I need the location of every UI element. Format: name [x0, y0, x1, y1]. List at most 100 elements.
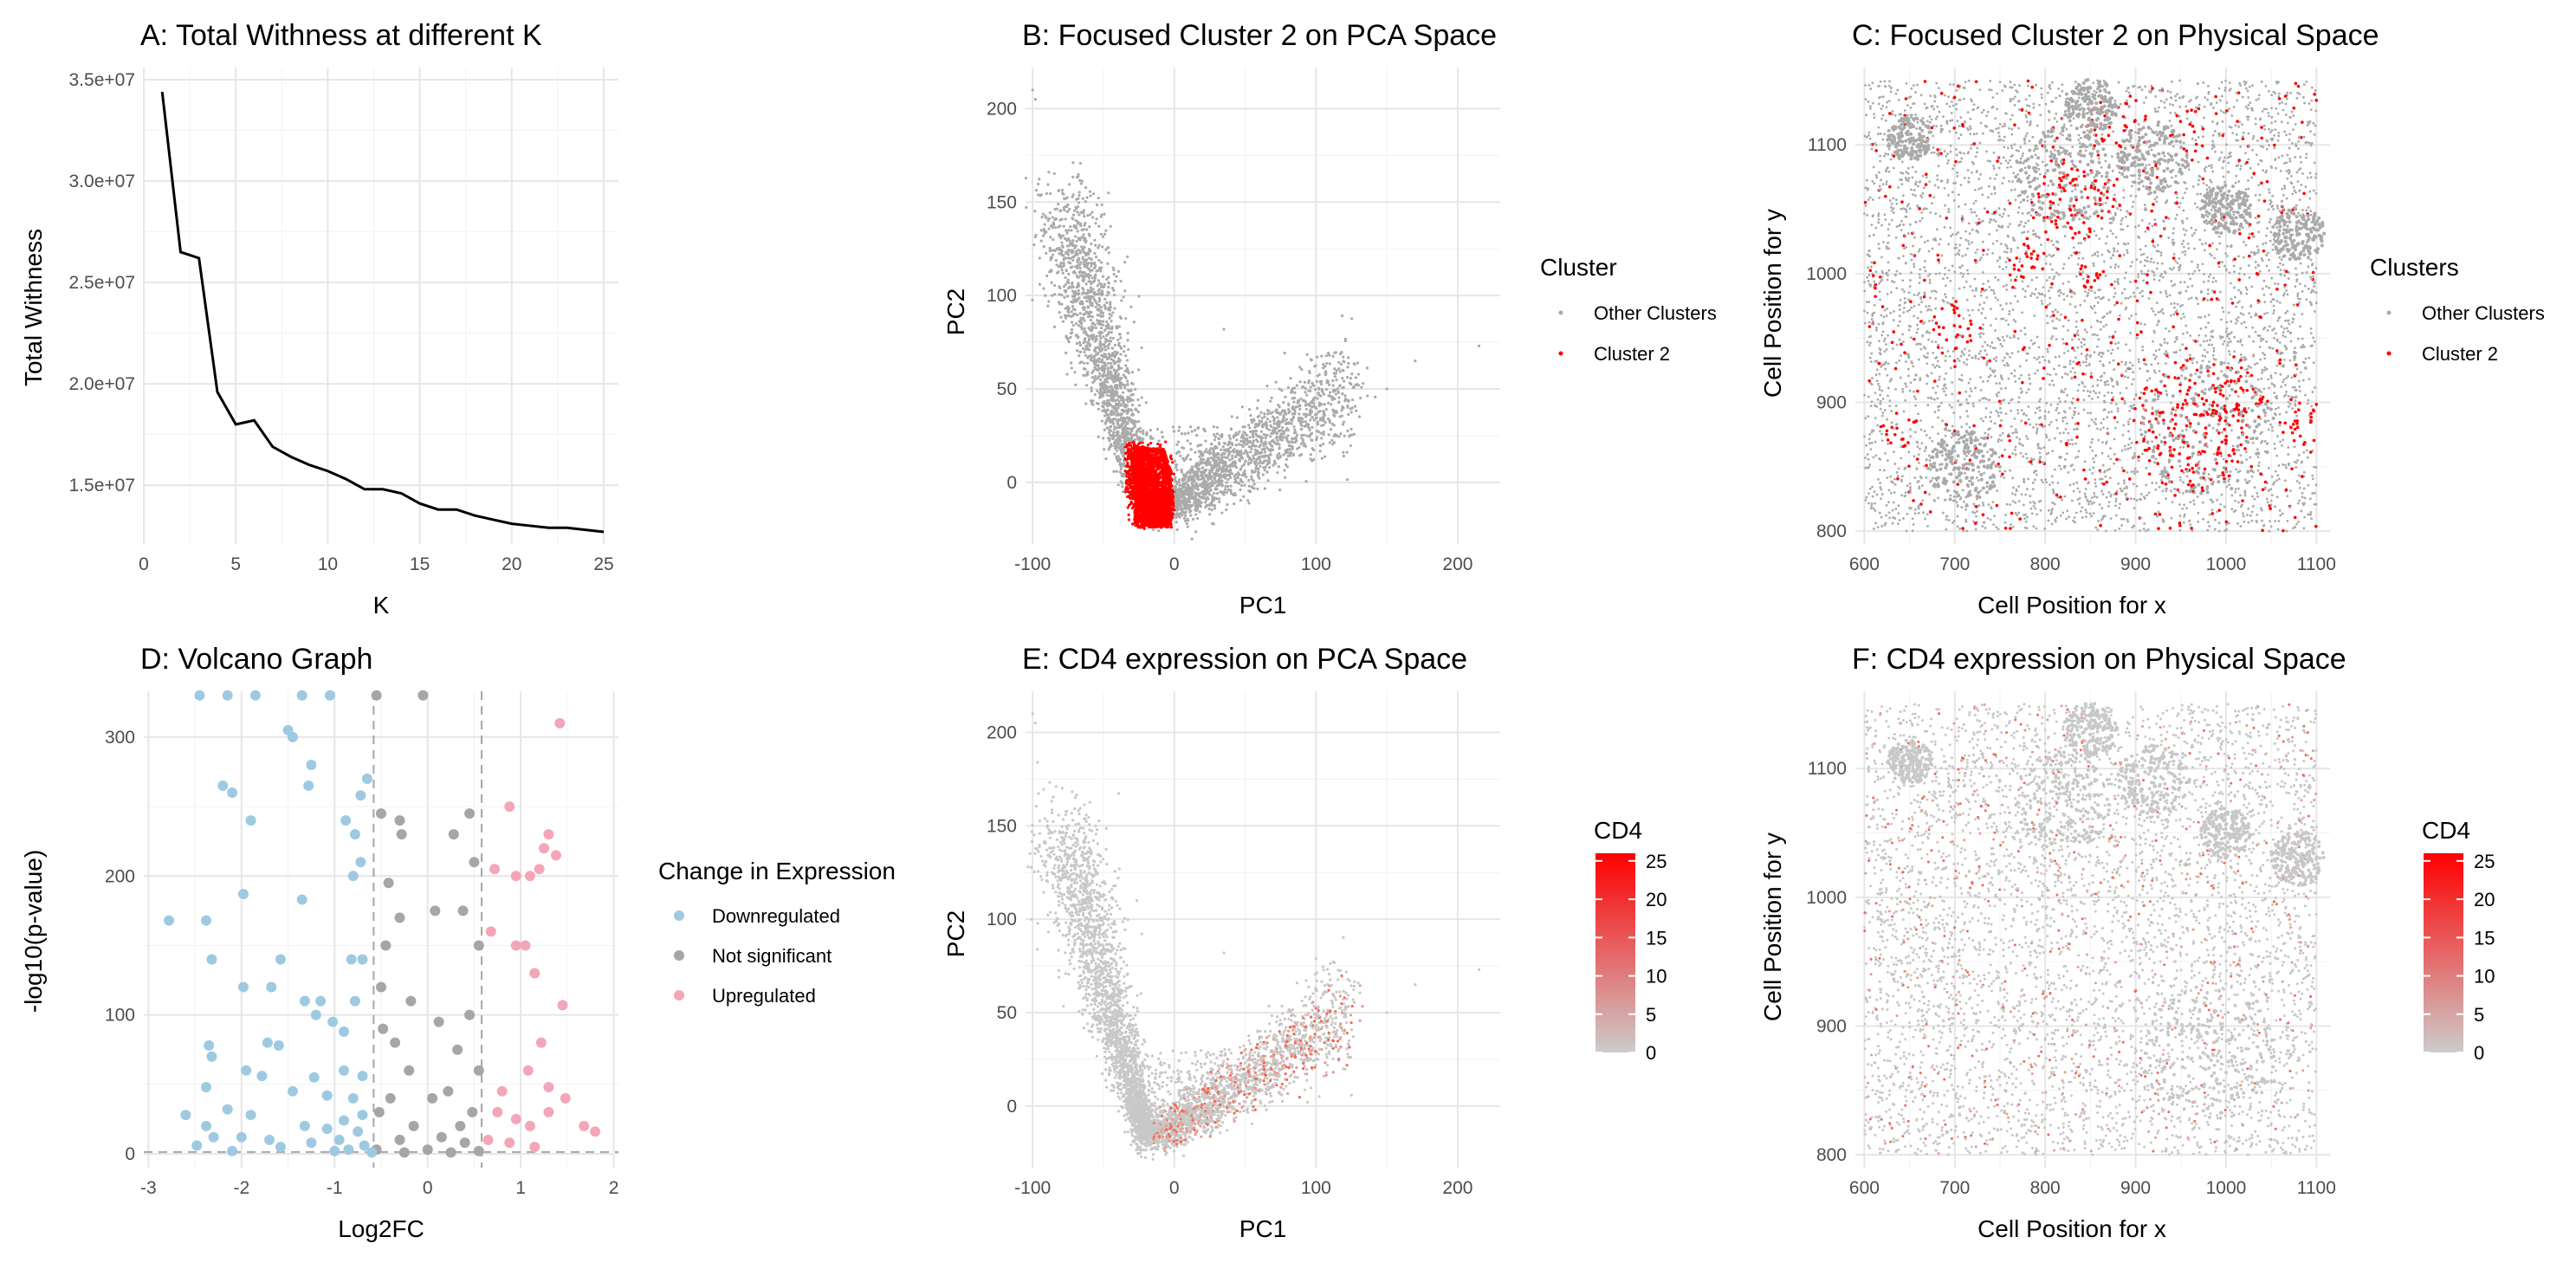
data-point [1091, 276, 1094, 279]
data-point [1175, 499, 1177, 502]
data-point [1366, 366, 1369, 369]
data-point [1106, 294, 1109, 296]
data-point [1186, 518, 1188, 521]
data-point [1101, 289, 1104, 292]
data-point [1096, 389, 1098, 392]
data-point [1333, 352, 1336, 354]
data-point [1346, 376, 1349, 379]
data-point [1189, 495, 1192, 498]
data-point [1140, 347, 1142, 349]
data-point [1091, 216, 1094, 218]
data-point [1233, 475, 1236, 477]
data-point [1090, 319, 1092, 321]
data-point [1110, 366, 1113, 368]
data-point [1278, 422, 1281, 424]
data-point [1189, 425, 1192, 428]
data-point [1233, 502, 1235, 505]
data-point [1096, 378, 1098, 380]
data-point [1194, 513, 1197, 515]
data-point [1366, 394, 1369, 397]
data-point [1092, 334, 1095, 336]
panel-a-title: A: Total Withness at different K [140, 19, 542, 52]
data-point [1077, 335, 1079, 338]
data-point [1205, 460, 1207, 463]
data-point [1116, 398, 1119, 401]
data-point [1083, 224, 1085, 227]
data-point [1129, 469, 1131, 471]
data-point [1337, 401, 1340, 404]
data-point [1306, 353, 1309, 356]
data-point [1318, 405, 1321, 407]
data-point [1123, 350, 1125, 353]
data-point [1340, 409, 1343, 411]
data-point [1195, 434, 1198, 437]
data-point [1312, 385, 1315, 387]
data-point [1344, 338, 1347, 340]
data-point [1261, 425, 1264, 428]
data-point [1335, 392, 1337, 395]
data-point [1097, 279, 1100, 282]
data-point [1335, 379, 1337, 381]
data-point [1124, 317, 1127, 320]
data-point [1181, 446, 1183, 449]
data-point [1218, 437, 1220, 440]
data-point [1100, 344, 1103, 347]
data-point [1104, 338, 1107, 340]
data-point [1202, 428, 1205, 431]
data-point [1073, 210, 1076, 212]
data-point [1063, 225, 1065, 228]
data-point [1067, 340, 1070, 343]
data-point [1335, 410, 1337, 412]
data-point [1119, 336, 1122, 339]
data-point [1072, 298, 1075, 301]
data-point [1111, 437, 1114, 440]
data-point [1084, 327, 1086, 330]
data-point [1218, 501, 1220, 503]
data-point [1194, 491, 1196, 494]
data-point [1084, 330, 1086, 333]
data-point [1126, 398, 1129, 400]
data-point [1078, 263, 1081, 266]
data-point [1307, 403, 1310, 405]
data-point [1219, 434, 1221, 437]
data-point [1100, 204, 1103, 206]
data-point [1039, 256, 1041, 259]
data-point [1133, 438, 1136, 441]
data-point [1201, 482, 1204, 484]
data-point [1090, 354, 1092, 357]
data-point [1084, 259, 1087, 262]
data-point [1067, 279, 1070, 282]
data-point [1102, 275, 1104, 278]
data-point [1290, 444, 1292, 447]
data-point [1072, 286, 1075, 288]
data-point [1104, 389, 1106, 392]
data-point [1124, 364, 1127, 366]
data-point [1233, 451, 1235, 454]
data-point [1110, 326, 1113, 328]
data-point [1337, 396, 1340, 398]
data-point [1123, 457, 1126, 460]
data-point [1108, 431, 1110, 434]
data-point [1264, 450, 1266, 453]
data-point [1293, 392, 1296, 394]
data-point [1298, 446, 1300, 449]
data-point [1319, 417, 1322, 419]
data-point [1111, 391, 1114, 393]
data-point [1278, 447, 1280, 450]
data-point [1098, 298, 1101, 301]
data-point [1078, 194, 1080, 197]
data-point [1310, 385, 1312, 388]
data-point [1205, 499, 1207, 502]
data-point [1329, 391, 1331, 393]
data-point [1095, 269, 1097, 272]
data-point [1071, 290, 1074, 293]
panel-a-ticks: 0 5 10 15 20 251.5e+072.0e+072.5e+073.0e+073.… [69, 70, 614, 574]
data-point [1248, 436, 1251, 438]
data-point [1271, 397, 1273, 399]
data-point [1196, 444, 1199, 447]
data-point [1195, 500, 1198, 502]
data-point [1127, 339, 1129, 341]
data-point [1278, 465, 1280, 468]
data-point [1254, 449, 1257, 451]
data-point [1259, 411, 1262, 414]
